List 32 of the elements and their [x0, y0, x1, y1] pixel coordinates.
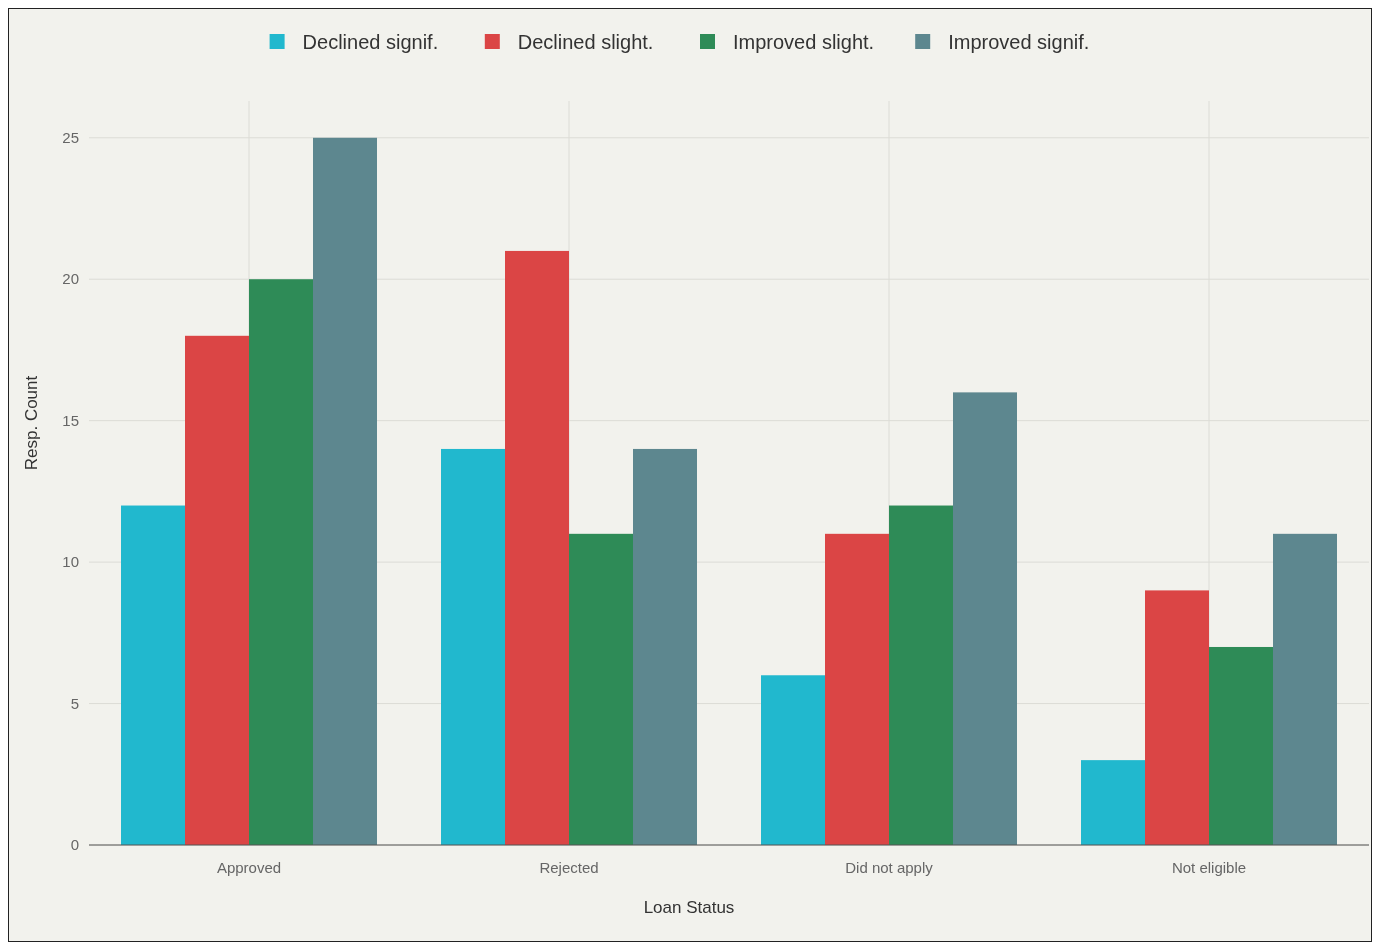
y-tick-label: 25: [62, 129, 79, 147]
legend-label: Declined signif.: [302, 31, 439, 53]
bar: [953, 392, 1017, 845]
x-tick-label: Rejected: [539, 859, 599, 876]
bar: [825, 533, 889, 845]
bar: [1209, 646, 1273, 845]
bar: [313, 137, 377, 845]
bar: [889, 505, 953, 845]
legend-label: Declined slight.: [517, 31, 654, 53]
legend-label: Improved signif.: [948, 31, 1090, 53]
y-tick-label: 0: [70, 836, 79, 854]
bar: [1273, 533, 1337, 845]
y-tick-label: 10: [62, 553, 79, 571]
bar: [441, 448, 505, 845]
x-tick-label: Not eligible: [1171, 859, 1247, 876]
y-tick-label: 15: [62, 411, 79, 429]
bar: [121, 505, 185, 845]
bar: [761, 675, 825, 845]
bar: [505, 250, 569, 845]
bar: [1081, 760, 1145, 845]
bar: [569, 533, 633, 845]
bar: [633, 448, 697, 845]
x-tick-label: Approved: [216, 859, 282, 876]
y-axis-title: Resp. Count: [22, 375, 41, 471]
y-tick-label: 20: [62, 270, 79, 288]
x-tick-label: Did not apply: [845, 859, 934, 876]
bar: [185, 335, 249, 845]
y-tick-label: 5: [70, 694, 79, 712]
x-axis-title: Loan Status: [643, 898, 735, 917]
bar: [1145, 590, 1209, 845]
legend-label: Improved slight.: [733, 31, 875, 53]
bar: [249, 279, 313, 845]
